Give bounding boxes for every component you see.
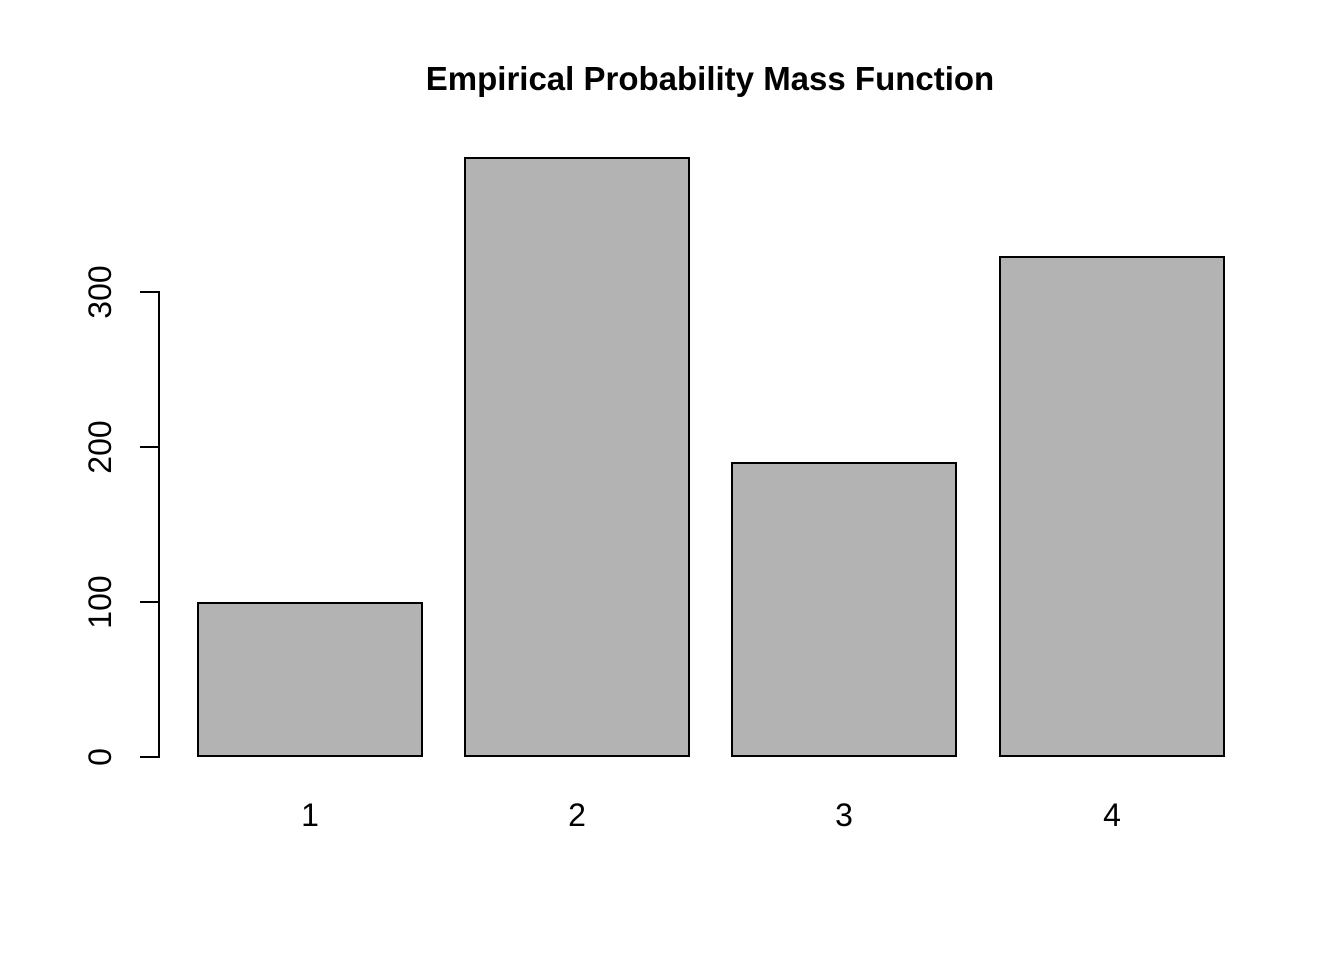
x-tick-label: 3: [835, 797, 853, 833]
y-tick: [140, 446, 158, 448]
y-tick-label: 100: [82, 575, 118, 629]
bar-1: [197, 602, 423, 757]
y-tick-label: 200: [82, 420, 118, 474]
bar-2: [464, 157, 690, 757]
chart-title: Empirical Probability Mass Function: [425, 60, 995, 97]
x-tick-label: 1: [301, 797, 319, 833]
y-tick: [140, 601, 158, 603]
x-tick-label: 2: [568, 797, 586, 833]
y-tick: [140, 756, 158, 758]
y-tick: [140, 291, 158, 293]
y-axis-line: [158, 291, 160, 758]
bar-4: [999, 256, 1225, 757]
y-tick-label: 0: [82, 748, 118, 766]
y-tick-label: 300: [82, 265, 118, 319]
bar-3: [731, 462, 957, 757]
x-tick-label: 4: [1103, 797, 1121, 833]
